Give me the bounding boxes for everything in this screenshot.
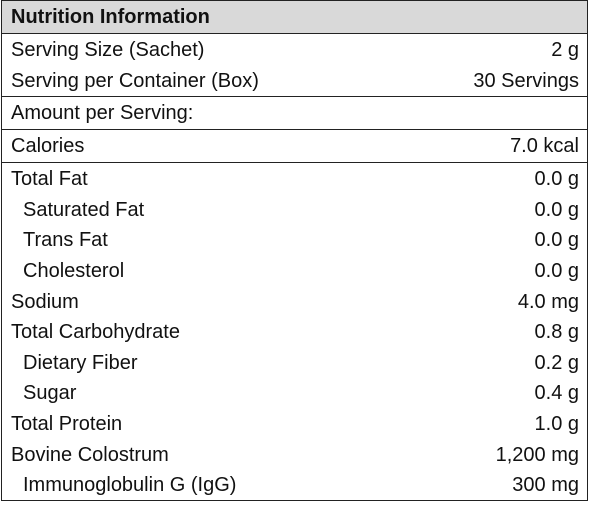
nutrient-label: Immunoglobulin G (IgG) bbox=[23, 474, 237, 497]
nutrient-label: Trans Fat bbox=[23, 229, 108, 252]
nutrients-section: Total Fat 0.0 g Saturated Fat 0.0 g Tran… bbox=[2, 163, 587, 501]
nutrient-label: Saturated Fat bbox=[23, 198, 145, 221]
amount-per-serving-label: Amount per Serving: bbox=[11, 102, 194, 125]
nutrient-row-total-fat: Total Fat 0.0 g bbox=[2, 164, 587, 195]
panel-title: Nutrition Information bbox=[11, 5, 210, 28]
nutrient-label: Dietary Fiber bbox=[23, 351, 138, 374]
servings-per-container-label: Serving per Container (Box) bbox=[11, 69, 259, 92]
nutrient-label: Bovine Colostrum bbox=[11, 443, 169, 466]
nutrient-row-sugar: Sugar 0.4 g bbox=[2, 378, 587, 409]
nutrient-label: Total Protein bbox=[11, 412, 123, 435]
nutrient-value: 0.0 g bbox=[534, 198, 579, 221]
serving-section: Serving Size (Sachet) 2 g Serving per Co… bbox=[2, 34, 587, 98]
nutrient-value: 1,200 mg bbox=[495, 443, 579, 466]
nutrient-row-cholesterol: Cholesterol 0.0 g bbox=[2, 256, 587, 287]
nutrient-value: 0.0 g bbox=[534, 168, 579, 191]
nutrient-label: Total Carbohydrate bbox=[11, 321, 180, 344]
nutrient-value: 0.0 g bbox=[534, 229, 579, 252]
nutrient-row-trans-fat: Trans Fat 0.0 g bbox=[2, 225, 587, 256]
nutrient-row-immunoglobulin-g: Immunoglobulin G (IgG) 300 mg bbox=[2, 470, 587, 501]
nutrient-label: Sodium bbox=[11, 290, 79, 313]
serving-size-value: 2 g bbox=[551, 39, 579, 61]
nutrient-value: 4.0 mg bbox=[517, 290, 579, 313]
calories-value: 7.0 kcal bbox=[510, 135, 579, 158]
calories-label: Calories bbox=[11, 135, 85, 158]
calories-section: Calories 7.0 kcal bbox=[2, 130, 587, 164]
amount-section: Amount per Serving: bbox=[2, 97, 587, 131]
nutrient-value: 300 mg bbox=[512, 474, 579, 497]
nutrient-row-total-protein: Total Protein 1.0 g bbox=[2, 409, 587, 440]
nutrient-row-bovine-colostrum: Bovine Colostrum 1,200 mg bbox=[2, 440, 587, 471]
panel-header: Nutrition Information bbox=[2, 1, 587, 34]
calories-row: Calories 7.0 kcal bbox=[2, 130, 587, 162]
serving-size-row: Serving Size (Sachet) 2 g bbox=[2, 35, 587, 66]
nutrient-row-dietary-fiber: Dietary Fiber 0.2 g bbox=[2, 348, 587, 379]
nutrient-value: 1.0 g bbox=[534, 412, 579, 435]
nutrient-value: 0.0 g bbox=[534, 259, 579, 282]
servings-per-container-row: Serving per Container (Box) 30 Servings bbox=[2, 66, 587, 97]
nutrient-row-saturated-fat: Saturated Fat 0.0 g bbox=[2, 195, 587, 226]
nutrient-value: 0.4 g bbox=[534, 382, 579, 405]
servings-per-container-value: 30 Servings bbox=[473, 69, 579, 92]
nutrient-label: Total Fat bbox=[11, 168, 88, 191]
nutrient-row-total-carbohydrate: Total Carbohydrate 0.8 g bbox=[2, 317, 587, 348]
nutrient-label: Cholesterol bbox=[23, 259, 125, 282]
nutrient-label: Sugar bbox=[23, 382, 77, 405]
nutrient-row-sodium: Sodium 4.0 mg bbox=[2, 287, 587, 318]
serving-size-label: Serving Size (Sachet) bbox=[11, 39, 205, 61]
nutrient-value: 0.2 g bbox=[534, 351, 579, 374]
nutrient-value: 0.8 g bbox=[534, 321, 579, 344]
amount-per-serving-row: Amount per Serving: bbox=[2, 97, 587, 129]
